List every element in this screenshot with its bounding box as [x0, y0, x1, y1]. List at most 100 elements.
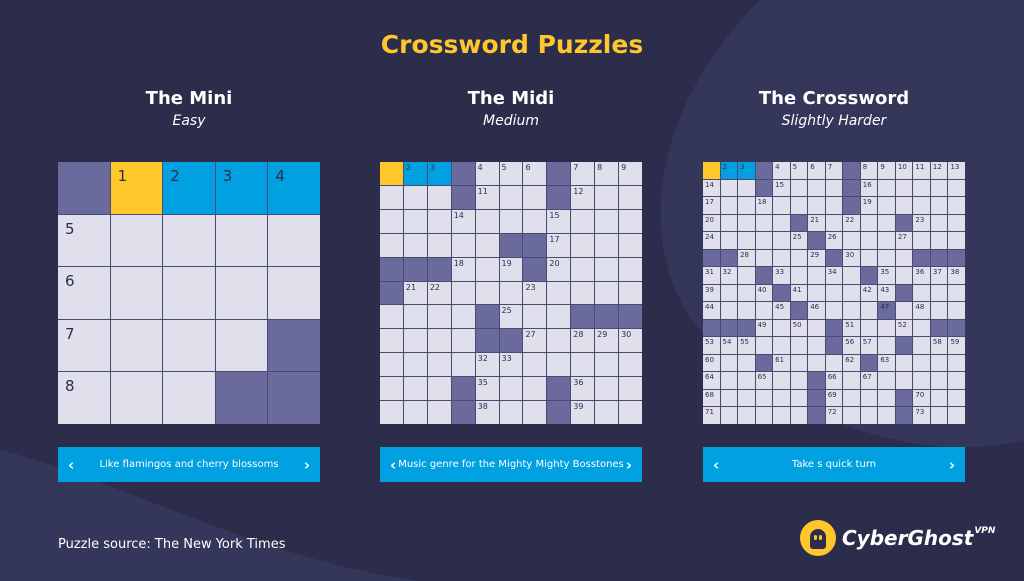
- grid-cell[interactable]: [403, 377, 427, 401]
- grid-cell[interactable]: [380, 233, 403, 257]
- grid-cell[interactable]: [427, 377, 451, 401]
- grid-cell[interactable]: 50: [790, 319, 808, 337]
- grid-cell[interactable]: 63: [878, 354, 895, 372]
- grid-cell[interactable]: 6: [523, 162, 547, 185]
- grid-cell[interactable]: 29: [595, 329, 619, 353]
- grid-cell[interactable]: 68: [703, 389, 720, 407]
- grid-cell[interactable]: 64: [703, 372, 720, 389]
- grid-cell[interactable]: 21: [403, 281, 427, 305]
- grid-cell[interactable]: [755, 337, 773, 354]
- grid-cell[interactable]: 15: [773, 179, 790, 197]
- grid-cell[interactable]: 62: [843, 354, 860, 372]
- grid-cell[interactable]: [547, 329, 571, 353]
- grid-cell[interactable]: [499, 377, 523, 401]
- grid-cell[interactable]: [547, 305, 571, 329]
- grid-cell[interactable]: 41: [790, 284, 808, 302]
- grid-cell[interactable]: 65: [755, 372, 773, 389]
- grid-cell[interactable]: [913, 232, 930, 249]
- grid-cell[interactable]: 20: [703, 214, 720, 232]
- grid-cell[interactable]: [878, 389, 895, 407]
- grid-cell[interactable]: [843, 389, 860, 407]
- grid-cell[interactable]: [843, 232, 860, 249]
- grid-cell[interactable]: [878, 319, 895, 337]
- grid-cell[interactable]: [930, 179, 948, 197]
- grid-cell[interactable]: [720, 354, 738, 372]
- grid-cell[interactable]: [948, 389, 965, 407]
- grid-cell[interactable]: 19: [860, 197, 878, 214]
- grid-cell[interactable]: [878, 232, 895, 249]
- grid-cell[interactable]: [860, 319, 878, 337]
- grid-cell[interactable]: [619, 257, 642, 281]
- grid-cell[interactable]: 12: [571, 185, 595, 209]
- grid-cell[interactable]: 38: [475, 401, 499, 424]
- grid-cell[interactable]: [475, 257, 499, 281]
- grid-cell[interactable]: [595, 401, 619, 424]
- grid-cell[interactable]: [403, 209, 427, 233]
- grid-cell[interactable]: 42: [860, 284, 878, 302]
- grid-cell[interactable]: [268, 267, 320, 319]
- grid-cell[interactable]: 71: [703, 407, 720, 424]
- grid-cell[interactable]: [930, 354, 948, 372]
- grid-cell[interactable]: [878, 179, 895, 197]
- grid-cell[interactable]: 44: [703, 302, 720, 319]
- grid-cell[interactable]: 9: [619, 162, 642, 185]
- grid-cell[interactable]: [547, 353, 571, 377]
- grid-cell[interactable]: [451, 233, 475, 257]
- grid-cell[interactable]: [523, 305, 547, 329]
- grid-cell[interactable]: [895, 354, 913, 372]
- grid-cell[interactable]: [523, 401, 547, 424]
- grid-cell[interactable]: [895, 267, 913, 284]
- grid-cell[interactable]: [860, 407, 878, 424]
- grid-cell[interactable]: 6: [808, 162, 825, 179]
- grid-cell[interactable]: 35: [878, 267, 895, 284]
- grid-cell[interactable]: [948, 372, 965, 389]
- grid-cell[interactable]: [773, 372, 790, 389]
- grid-cell[interactable]: [595, 257, 619, 281]
- grid-cell[interactable]: [930, 214, 948, 232]
- grid-cell[interactable]: [930, 407, 948, 424]
- grid-cell[interactable]: [738, 389, 755, 407]
- grid-cell[interactable]: [773, 337, 790, 354]
- grid-cell[interactable]: 69: [825, 389, 843, 407]
- grid-cell[interactable]: [619, 209, 642, 233]
- grid-cell[interactable]: [571, 353, 595, 377]
- grid-cell[interactable]: [720, 179, 738, 197]
- grid-cell[interactable]: 67: [860, 372, 878, 389]
- grid-cell[interactable]: [720, 407, 738, 424]
- grid-cell[interactable]: 29: [808, 249, 825, 267]
- grid-cell[interactable]: 32: [475, 353, 499, 377]
- grid-cell[interactable]: [619, 353, 642, 377]
- grid-cell[interactable]: [380, 353, 403, 377]
- grid-cell[interactable]: 36: [913, 267, 930, 284]
- grid-cell[interactable]: [380, 305, 403, 329]
- grid-cell[interactable]: 56: [843, 337, 860, 354]
- grid-cell[interactable]: [451, 305, 475, 329]
- grid-cell[interactable]: [790, 372, 808, 389]
- grid-cell[interactable]: [110, 372, 163, 424]
- grid-cell[interactable]: 21: [808, 214, 825, 232]
- grid-cell[interactable]: 4: [475, 162, 499, 185]
- grid-cell[interactable]: 27: [895, 232, 913, 249]
- grid-cell[interactable]: 5: [58, 214, 110, 267]
- grid-cell[interactable]: 53: [703, 337, 720, 354]
- grid-cell[interactable]: 49: [755, 319, 773, 337]
- grid-cell[interactable]: 8: [58, 372, 110, 424]
- grid-cell[interactable]: 52: [895, 319, 913, 337]
- grid-cell[interactable]: 15: [547, 209, 571, 233]
- grid-cell[interactable]: [895, 372, 913, 389]
- grid-cell[interactable]: [790, 197, 808, 214]
- grid-cell[interactable]: [825, 284, 843, 302]
- grid-cell[interactable]: 57: [860, 337, 878, 354]
- grid-cell[interactable]: 37: [930, 267, 948, 284]
- grid-cell[interactable]: [913, 284, 930, 302]
- grid-cell[interactable]: [825, 354, 843, 372]
- grid-cell[interactable]: 48: [913, 302, 930, 319]
- grid-cell[interactable]: 59: [948, 337, 965, 354]
- crossword-grid[interactable]: 2 3 4 5 6 7 8 9 10 11 12 13 14 15 16 17 18 19 20 21 22 23 24 25…: [703, 162, 965, 424]
- grid-cell[interactable]: 6: [58, 267, 110, 319]
- grid-cell[interactable]: [738, 407, 755, 424]
- grid-cell-highlighted[interactable]: 4: [268, 162, 320, 214]
- grid-cell[interactable]: [930, 284, 948, 302]
- grid-cell[interactable]: 26: [825, 232, 843, 249]
- grid-cell[interactable]: [930, 232, 948, 249]
